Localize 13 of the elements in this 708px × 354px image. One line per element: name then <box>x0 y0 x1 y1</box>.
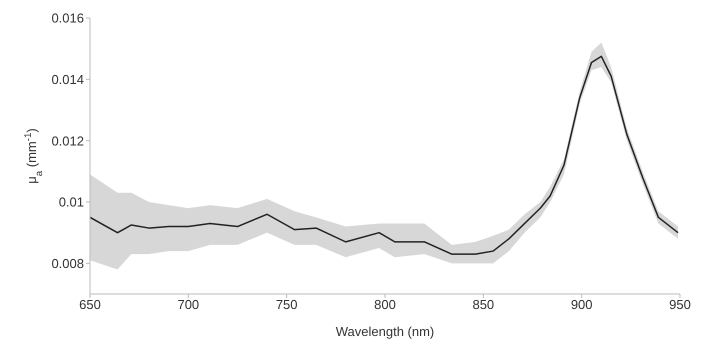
x-tick-label: 900 <box>570 297 593 312</box>
y-tick-label: 0.012 <box>51 133 84 148</box>
x-tick-label: 700 <box>177 297 200 312</box>
y-tick-label: 0.008 <box>51 256 84 271</box>
x-axis-title: Wavelength (nm) <box>336 324 434 339</box>
y-tick-label: 0.016 <box>51 10 84 26</box>
x-tick-label: 850 <box>472 297 494 312</box>
x-tick-label: 950 <box>669 297 691 312</box>
x-tick-label: 800 <box>374 297 396 312</box>
x-tick-label: 650 <box>79 297 101 312</box>
x-tick-label: 750 <box>276 297 298 312</box>
y-tick-label: 0.01 <box>58 194 84 210</box>
y-tick-label: 0.014 <box>51 72 84 87</box>
